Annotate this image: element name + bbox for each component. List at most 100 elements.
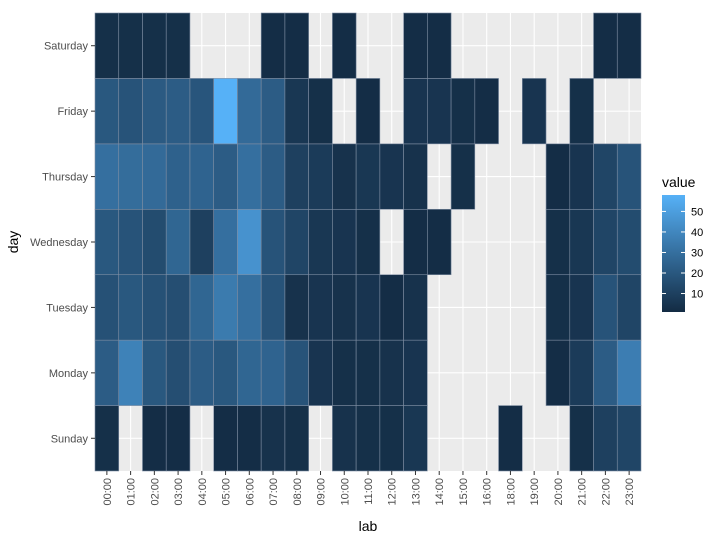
y-tick-label: Friday <box>57 106 88 118</box>
tile-thursday-20 <box>569 143 594 210</box>
tile-saturday-10 <box>332 12 357 79</box>
tile-thursday-21 <box>593 143 618 210</box>
tile-friday-18 <box>522 78 547 145</box>
tile-tuesday-1 <box>118 274 143 341</box>
tile-friday-3 <box>165 78 191 145</box>
tile-wednesday-13 <box>403 208 428 276</box>
x-axis-title: lab <box>359 518 378 534</box>
tile-sunday-6 <box>237 405 262 472</box>
x-tick-label: 19:00 <box>529 478 541 506</box>
tile-monday-5 <box>213 339 238 406</box>
tile-thursday-2 <box>142 143 167 210</box>
x-tick-label: 04:00 <box>197 478 209 506</box>
y-tick-label: Saturday <box>44 41 89 53</box>
tile-tuesday-9 <box>308 274 333 341</box>
y-tick-label: Tuesday <box>46 302 88 314</box>
tile-tuesday-6 <box>237 274 262 341</box>
tile-thursday-3 <box>165 143 191 210</box>
legend-title: value <box>662 174 696 190</box>
tile-wednesday-3 <box>165 208 191 276</box>
tile-thursday-12 <box>379 143 404 210</box>
x-tick-label: 23:00 <box>624 478 636 506</box>
x-tick-label: 14:00 <box>434 478 446 506</box>
x-tick-label: 02:00 <box>149 478 161 506</box>
tile-monday-12 <box>379 339 404 406</box>
tile-friday-8 <box>284 78 309 145</box>
tile-friday-5 <box>213 78 238 145</box>
tile-monday-21 <box>593 339 618 406</box>
tile-monday-0 <box>94 339 120 406</box>
tile-monday-8 <box>284 339 309 406</box>
tile-monday-2 <box>142 339 167 406</box>
tile-thursday-8 <box>284 143 309 210</box>
tile-sunday-22 <box>616 405 642 472</box>
y-axis-title: day <box>5 231 21 254</box>
tile-wednesday-6 <box>237 208 262 276</box>
tile-monday-1 <box>118 339 143 406</box>
x-tick-label: 08:00 <box>292 478 304 506</box>
tile-monday-11 <box>355 339 381 406</box>
tile-tuesday-10 <box>332 274 357 341</box>
x-tick-label: 07:00 <box>268 478 280 506</box>
tile-thursday-7 <box>260 143 286 210</box>
tile-monday-9 <box>308 339 333 406</box>
tile-friday-14 <box>427 78 452 145</box>
x-tick-label: 01:00 <box>126 478 138 506</box>
tile-saturday-13 <box>403 12 428 79</box>
tile-tuesday-0 <box>94 274 120 341</box>
tile-wednesday-0 <box>94 208 120 276</box>
tile-sunday-2 <box>142 405 167 472</box>
x-tick-label: 06:00 <box>244 478 256 506</box>
tile-sunday-0 <box>94 405 120 472</box>
tile-monday-4 <box>189 339 214 406</box>
tile-monday-3 <box>165 339 191 406</box>
tile-sunday-13 <box>403 405 428 472</box>
y-tick-label: Monday <box>49 368 89 380</box>
tiles <box>94 12 642 472</box>
tile-wednesday-14 <box>427 208 452 276</box>
tile-thursday-9 <box>308 143 333 210</box>
tile-wednesday-10 <box>332 208 357 276</box>
tile-thursday-13 <box>403 143 428 210</box>
x-tick-label: 20:00 <box>553 478 565 506</box>
tile-tuesday-22 <box>616 274 642 341</box>
tile-tuesday-3 <box>165 274 191 341</box>
tile-friday-7 <box>260 78 286 145</box>
legend-tick-label: 20 <box>691 268 703 280</box>
tile-sunday-20 <box>569 405 594 472</box>
tile-thursday-10 <box>332 143 357 210</box>
tile-thursday-15 <box>450 143 476 210</box>
x-tick-label: 16:00 <box>482 478 494 506</box>
tile-saturday-3 <box>165 12 191 79</box>
tile-thursday-5 <box>213 143 238 210</box>
tile-saturday-22 <box>616 12 642 79</box>
x-tick-label: 09:00 <box>316 478 328 506</box>
tile-friday-2 <box>142 78 167 145</box>
y-tick-label: Wednesday <box>30 237 88 249</box>
tile-friday-13 <box>403 78 428 145</box>
tile-sunday-7 <box>260 405 286 472</box>
tile-thursday-6 <box>237 143 262 210</box>
tile-friday-9 <box>308 78 333 145</box>
tile-saturday-0 <box>94 12 120 79</box>
tile-wednesday-8 <box>284 208 309 276</box>
tile-friday-1 <box>118 78 143 145</box>
tile-wednesday-9 <box>308 208 333 276</box>
tile-thursday-22 <box>616 143 642 210</box>
tile-sunday-10 <box>332 405 357 472</box>
x-tick-label: 03:00 <box>173 478 185 506</box>
tile-friday-4 <box>189 78 214 145</box>
tile-monday-19 <box>545 339 571 406</box>
legend-tick-label: 10 <box>691 289 703 301</box>
tile-thursday-4 <box>189 143 214 210</box>
tile-sunday-21 <box>593 405 618 472</box>
tile-saturday-21 <box>593 12 618 79</box>
x-tick-label: 11:00 <box>363 478 375 505</box>
x-tick-label: 13:00 <box>410 478 422 506</box>
tile-tuesday-13 <box>403 274 428 341</box>
tile-monday-6 <box>237 339 262 406</box>
x-tick-label: 18:00 <box>505 478 517 506</box>
y-tick-label: Sunday <box>51 433 89 445</box>
tile-monday-20 <box>569 339 594 406</box>
